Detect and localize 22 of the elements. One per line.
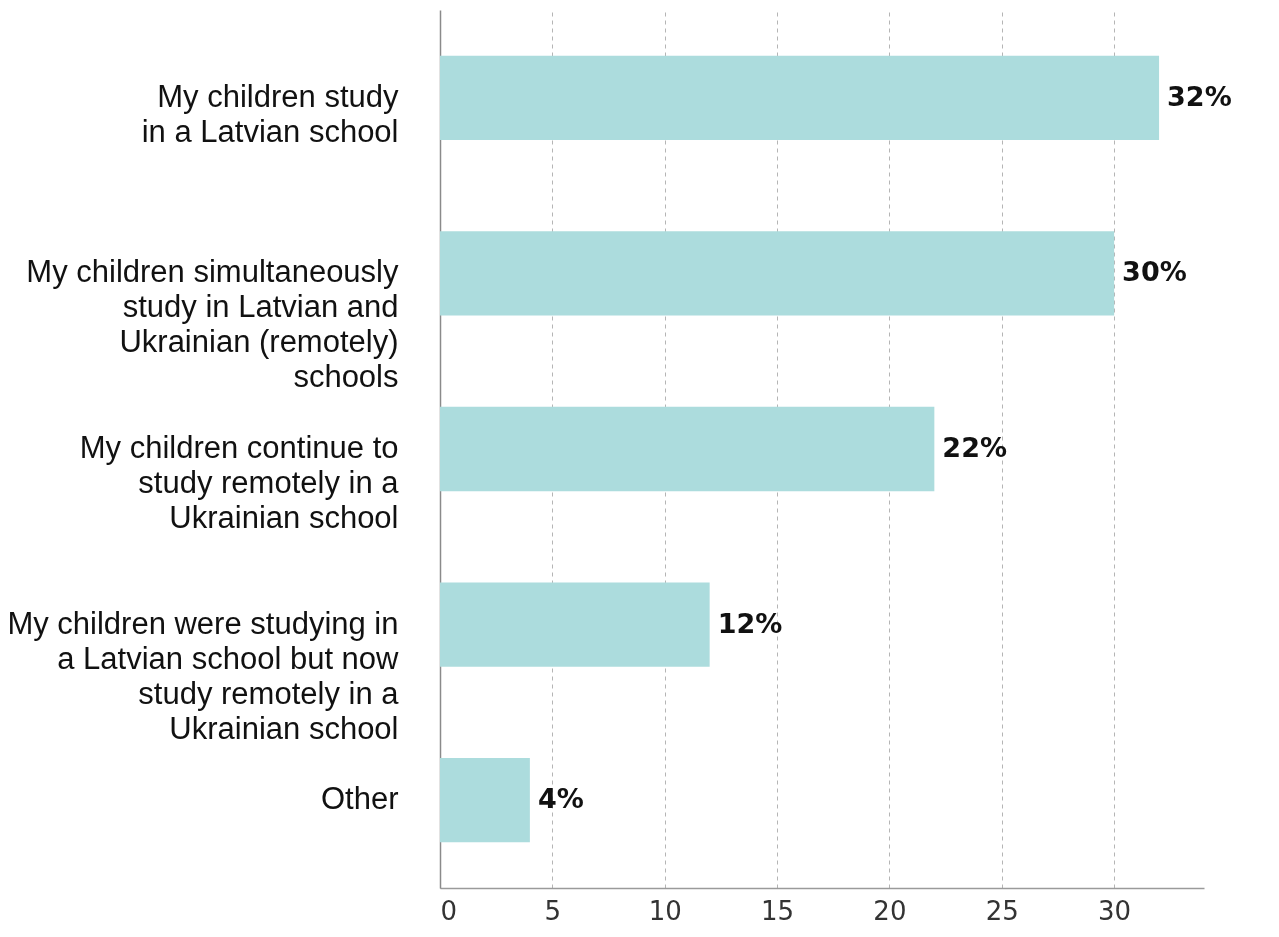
x-tick-label: 10	[648, 895, 682, 926]
x-tick-label: 5	[544, 895, 562, 926]
x-tick-label: 25	[985, 895, 1019, 926]
data-label: 30%	[1122, 256, 1187, 288]
bar	[440, 758, 530, 843]
data-label: 12%	[717, 607, 783, 639]
y-tick-label: Other	[320, 781, 399, 817]
data-label: 22%	[942, 432, 1007, 463]
data-label: 4%	[537, 783, 584, 815]
bar	[440, 406, 935, 492]
y-tick-label: My children continue to study remotely in a Ukrainian school	[79, 430, 400, 535]
x-tick-label: 0	[440, 895, 458, 926]
y-tick-label: My children were studying in a Latvian school but now study remotely in a Ukrainian school	[7, 605, 400, 746]
bar	[440, 582, 710, 667]
data-label: 32%	[1167, 80, 1232, 112]
y-tick-label: My children simultaneously study in Latvian and Ukrainian (remotely) schools	[26, 254, 399, 395]
bar	[440, 55, 1160, 140]
x-tick-label: 30	[1098, 895, 1132, 926]
x-tick-label: 15	[761, 895, 795, 926]
x-tick-label: 20	[873, 895, 907, 926]
y-tick-label: My children study in a Latvian school	[141, 78, 399, 149]
bar	[440, 231, 1115, 316]
